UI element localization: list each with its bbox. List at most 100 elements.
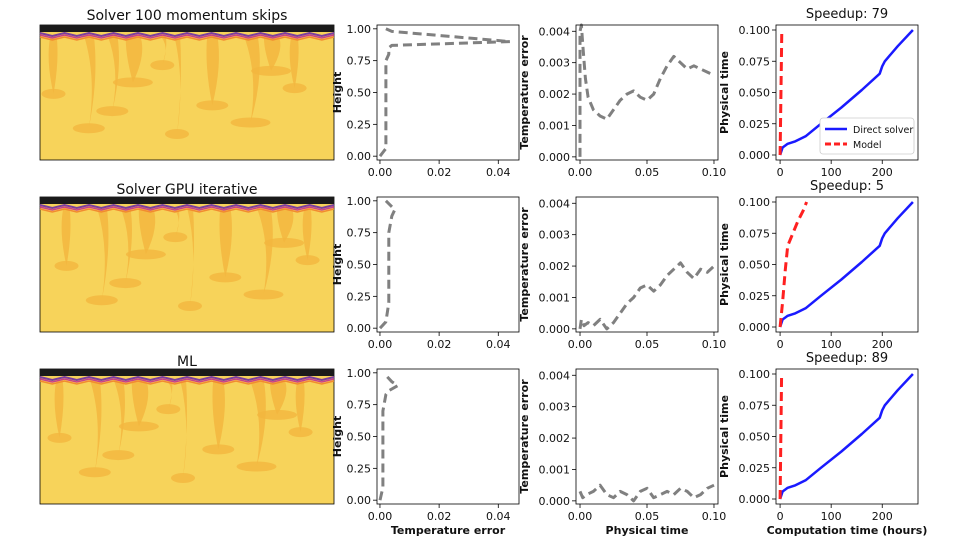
y-axis-label: Height [331,72,344,113]
height-error-chart: 0.00 0.02 0.04 0.00 0.25 0.50 0.75 1.00 Height [331,195,520,351]
temp-error-chart: 0.00 0.05 0.10 0.000 0.001 0.002 0.003 0.004 Tem… [518,196,726,351]
row-title-solver-momentum: Solver 100 momentum skips [87,8,288,24]
error-series-line [378,27,512,158]
x-tick-label: 0.10 [702,166,727,179]
error-series-line [378,374,400,501]
direct-solver-series-line [778,201,914,328]
y-tick-label: 0.025 [739,462,771,475]
x-tick-label: 0.05 [635,510,660,523]
field-plume [159,35,167,66]
field-plume [113,379,125,456]
field-plume-head [236,461,277,472]
field-plume-head [230,117,271,128]
y-tick-label: 0.050 [739,87,771,100]
axes-frame [376,24,520,161]
field-plume [138,207,156,255]
x-tick-label: 0.10 [702,510,727,523]
field-plume-head [163,232,188,243]
row-title-solver-gpu: Solver GPU iterative [116,182,257,198]
x-tick-label: 0.00 [568,338,593,351]
field-plume-head [288,427,313,438]
y-tick-label: 0.002 [539,260,571,273]
axes-frame [376,368,520,505]
y-tick-label: 0.100 [739,24,771,37]
field-plume-head [171,473,195,484]
field-layer-line [39,31,335,38]
temperature-field-image [39,24,335,161]
y-tick-label: 0.003 [539,57,571,70]
y-axis-label: Temperature error [518,207,531,322]
x-tick-label: 200 [872,338,893,351]
y-tick-label: 0.25 [347,118,372,131]
y-tick-label: 0.50 [347,259,372,272]
field-plume [276,207,294,243]
x-tick-label: 0.02 [427,166,452,179]
field-plume [54,379,64,438]
legend-entry: Direct solver [853,125,913,136]
y-tick-label: 0.75 [347,227,372,240]
y-tick-label: 0.000 [539,495,571,508]
axes-frame [575,24,719,161]
temperature-field-image [39,368,335,505]
y-axis-label: Physical time [718,51,731,134]
y-tick-label: 1.00 [347,195,372,208]
error-series-line [378,199,397,330]
field-plume-head [96,106,129,117]
y-tick-label: 0.001 [539,291,571,304]
y-tick-label: 0.75 [347,399,372,412]
field-plume [125,35,143,83]
y-tick-label: 0.001 [539,119,571,132]
field-plume-head [251,65,292,76]
y-tick-label: 0.025 [739,290,771,303]
x-tick-label: 100 [821,338,842,351]
y-tick-label: 0.100 [739,196,771,209]
field-plume-head [54,260,79,271]
field-plume [295,379,305,433]
field-plume [131,379,149,427]
field-top-layer [40,369,334,376]
x-axis-label: Temperature error [391,524,506,537]
y-tick-label: 0.50 [347,431,372,444]
field-plume-head [150,60,175,71]
field-plume [187,207,194,307]
field-plume-head [102,450,135,461]
x-tick-label: 0.05 [635,338,660,351]
physical-time-chart: 0 100 200 0.000 0.025 0.050 0.075 0.100 Physical… [718,179,919,351]
field-plume-head [125,249,166,260]
x-tick-label: 0.00 [568,510,593,523]
y-tick-label: 0.00 [347,322,372,335]
y-axis-label: Temperature error [518,35,531,150]
x-tick-label: 0 [777,510,784,523]
axes-frame [376,196,520,333]
x-tick-label: 0 [777,338,784,351]
y-tick-label: 0.50 [347,87,372,100]
temperature-field-image [39,196,335,333]
y-tick-label: 0.100 [739,368,771,381]
physical-time-chart: 0 100 200 0.000 0.025 0.050 0.075 0.100 Physical… [718,7,919,179]
y-tick-label: 1.00 [347,367,372,380]
field-plume-head [118,421,159,432]
x-tick-label: 0.04 [486,338,511,351]
height-error-chart: 0.00 0.02 0.04 0.00 0.25 0.50 0.75 1.00 Height Te… [331,367,520,537]
field-layer-line [39,208,335,213]
field-plume-head [78,467,111,478]
field-layer-line [39,206,335,211]
field-layer-line [39,34,335,39]
error-series-line [578,483,715,503]
y-tick-label: 0.050 [739,431,771,444]
y-tick-label: 0.000 [739,149,771,162]
temp-error-chart: 0.00 0.05 0.10 0.000 0.001 0.002 0.003 0.004 Tem… [518,23,727,179]
x-tick-label: 0.04 [486,510,511,523]
x-tick-label: 0.00 [368,338,393,351]
y-axis-label: Physical time [718,223,731,306]
direct-solver-series-line [778,29,914,156]
y-tick-label: 0.000 [739,321,771,334]
y-tick-label: 0.004 [539,25,571,38]
field-plume [83,35,96,129]
field-plume-head [156,404,181,415]
y-tick-label: 0.000 [539,323,571,336]
field-plume [61,207,71,266]
field-plume-head [202,444,235,455]
field-plume [180,379,187,479]
